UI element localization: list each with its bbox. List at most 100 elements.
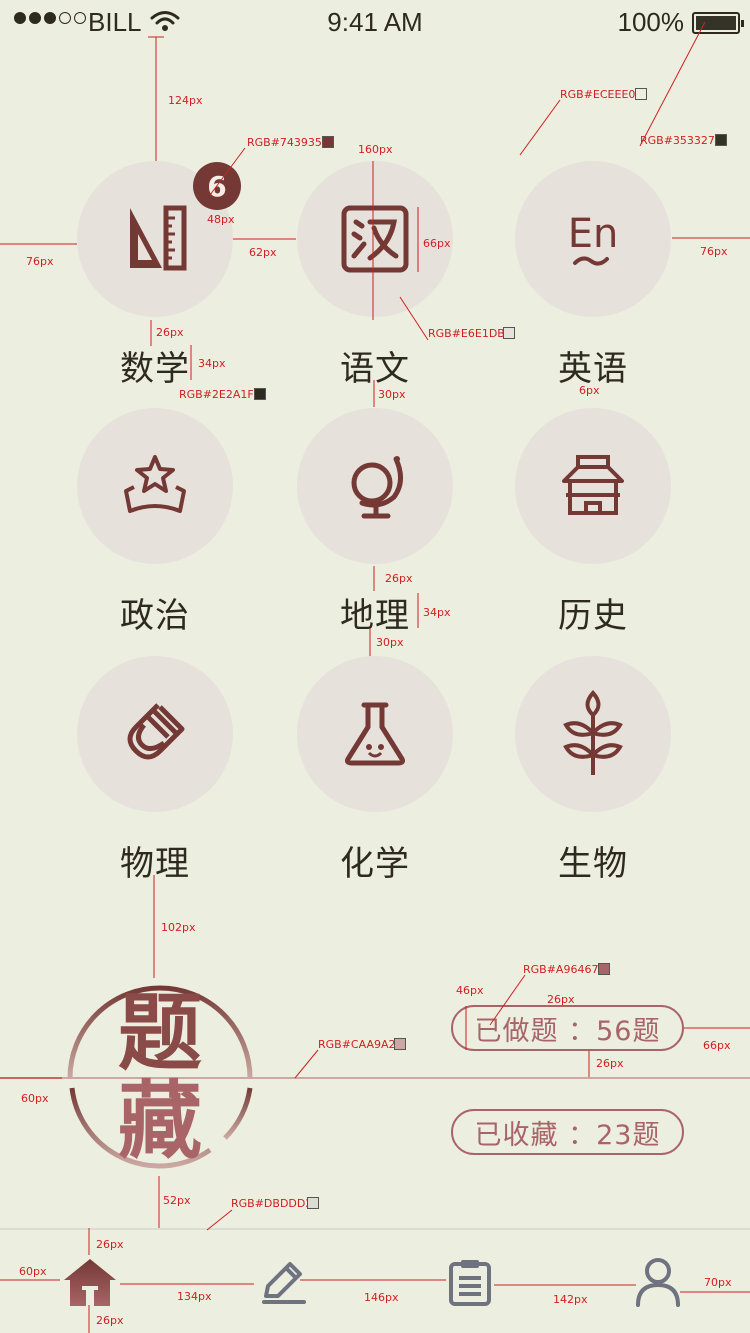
- subject-politics[interactable]: 政治: [55, 408, 255, 648]
- annotation: 30px: [378, 388, 406, 401]
- flask-icon: [345, 702, 405, 766]
- color-swatch: [394, 1038, 406, 1050]
- annotation: 26px: [96, 1238, 124, 1251]
- subject-circle: [515, 656, 671, 812]
- tab-bar: [0, 1228, 750, 1333]
- subject-circle: [297, 656, 453, 812]
- temple-icon: [562, 455, 624, 515]
- annotation: RGB#E6E1DB: [428, 327, 505, 340]
- annotation: 46px: [456, 984, 484, 997]
- annotation: 26px: [96, 1314, 124, 1327]
- color-swatch: [715, 134, 727, 146]
- annotation: 26px: [596, 1057, 624, 1070]
- subject-biology[interactable]: 生物: [493, 656, 693, 896]
- subject-chemistry[interactable]: 化学: [275, 656, 475, 896]
- status-bar: BILL 9:41 AM 100%: [0, 0, 750, 44]
- carrier-name: BILL: [88, 7, 142, 37]
- annotation: RGB#743935: [247, 136, 322, 149]
- star-podium-icon: [124, 455, 186, 513]
- annotation: RGB#353327: [640, 134, 715, 147]
- user-icon: [636, 1258, 680, 1307]
- subject-label: 地理: [340, 596, 410, 636]
- subject-english[interactable]: En 英语: [493, 161, 693, 401]
- signal-strength-icon: [14, 12, 86, 24]
- subject-circle: [77, 408, 233, 564]
- tab-profile[interactable]: [628, 1256, 688, 1308]
- annotation: 142px: [553, 1293, 588, 1306]
- ruler-triangle-icon: [130, 205, 187, 271]
- annotation: RGB#DBDDD2: [231, 1197, 313, 1210]
- battery-icon: [692, 12, 744, 34]
- annotation: RGB#A96467: [523, 963, 599, 976]
- subject-circle: [515, 408, 671, 564]
- color-swatch: [598, 963, 610, 975]
- annotation: 26px: [547, 993, 575, 1006]
- svg-text:En: En: [568, 211, 619, 257]
- english-en-icon: En: [568, 211, 619, 266]
- subject-label: 化学: [340, 844, 410, 884]
- annotation: RGB#ECEEE0: [560, 88, 636, 101]
- annotation: 60px: [21, 1092, 49, 1105]
- annotation: 34px: [198, 357, 226, 370]
- wifi-icon: [150, 11, 180, 31]
- subject-chinese[interactable]: 语文: [275, 161, 475, 401]
- section-divider: [0, 1077, 750, 1079]
- subject-geography[interactable]: 地理: [275, 408, 475, 648]
- notification-badge: 6: [193, 162, 241, 210]
- tab-list[interactable]: [440, 1256, 500, 1308]
- subject-circle: [77, 656, 233, 812]
- annotation: 60px: [19, 1265, 47, 1278]
- pencil-icon: [262, 1262, 306, 1304]
- subject-label: 语文: [340, 349, 410, 389]
- subject-label: 生物: [558, 844, 628, 884]
- magnet-icon: [127, 703, 185, 760]
- annotation: RGB#CAA9A2: [318, 1038, 396, 1051]
- subject-label: 历史: [558, 596, 628, 636]
- annotation: 62px: [249, 246, 277, 259]
- color-swatch: [322, 136, 334, 148]
- tab-edit[interactable]: [254, 1256, 314, 1308]
- subject-label: 物理: [120, 844, 190, 884]
- color-swatch: [503, 327, 515, 339]
- annotation: 134px: [177, 1290, 212, 1303]
- annotation: 146px: [364, 1291, 399, 1304]
- tab-home[interactable]: [60, 1256, 120, 1308]
- subject-circle: [297, 408, 453, 564]
- stat-collected[interactable]: 已收藏 ：23题: [451, 1109, 684, 1155]
- annotation: 6px: [579, 384, 600, 397]
- annotation: 70px: [704, 1276, 732, 1289]
- logo-seal: 题 藏: [60, 978, 260, 1178]
- subject-history[interactable]: 历史: [493, 408, 693, 648]
- annotation: RGB#2E2A1F: [179, 388, 254, 401]
- plant-icon: [563, 690, 623, 775]
- seal-char-bottom: 藏: [117, 1072, 202, 1170]
- annotation: 52px: [163, 1194, 191, 1207]
- home-icon: [64, 1259, 116, 1306]
- subject-circle: [297, 161, 453, 317]
- annotation: 102px: [161, 921, 196, 934]
- globe-icon: [351, 456, 403, 519]
- subject-physics[interactable]: 物理: [55, 656, 255, 896]
- annotation: 124px: [168, 94, 203, 107]
- annotation: 160px: [358, 143, 393, 156]
- clipboard-icon: [449, 1260, 491, 1306]
- subject-label: 政治: [120, 596, 190, 636]
- annotation: 26px: [156, 326, 184, 339]
- color-swatch: [307, 1197, 319, 1209]
- annotation: 76px: [26, 255, 54, 268]
- stat-done[interactable]: 已做题 ：56题: [451, 1005, 684, 1051]
- annotation: 76px: [700, 245, 728, 258]
- annotation: 48px: [207, 213, 235, 226]
- annotation: 66px: [703, 1039, 731, 1052]
- color-swatch: [635, 88, 647, 100]
- annotation: 34px: [423, 606, 451, 619]
- subject-label: 数学: [120, 349, 190, 389]
- subject-circle: En: [515, 161, 671, 317]
- annotation: 66px: [423, 237, 451, 250]
- battery-percentage: 100%: [617, 7, 685, 37]
- status-time: 9:41 AM: [327, 7, 423, 37]
- annotation: 30px: [376, 636, 404, 649]
- subject-label: 英语: [558, 349, 628, 389]
- chinese-character-icon: [341, 205, 409, 273]
- seal-char-top: 题: [117, 984, 202, 1082]
